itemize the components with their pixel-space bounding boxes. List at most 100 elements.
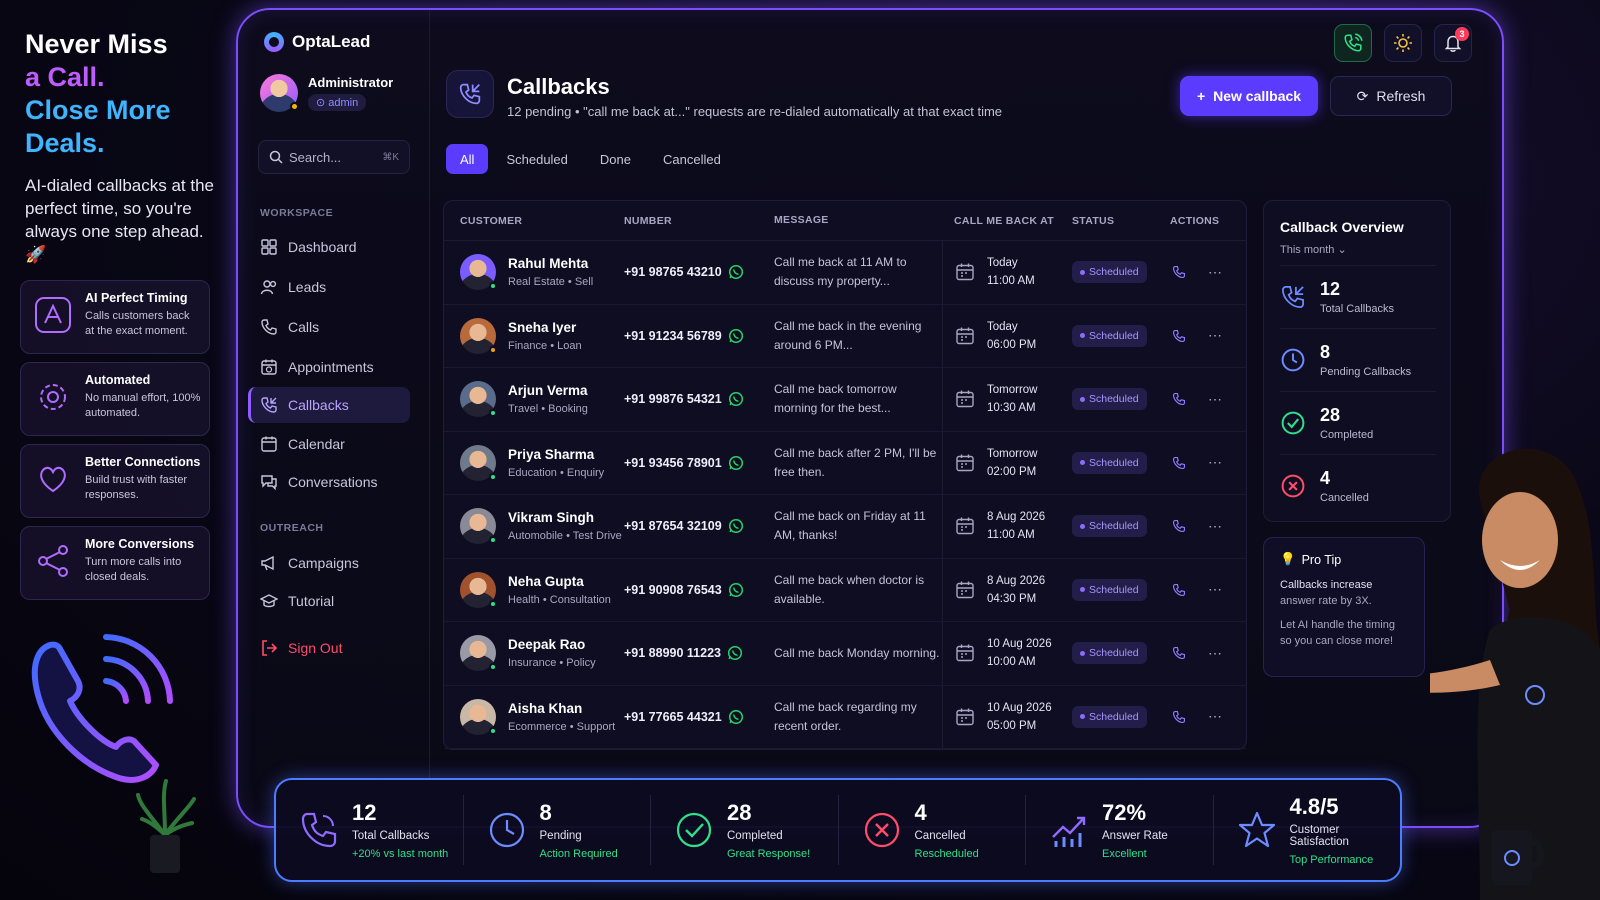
more-options-icon[interactable]: ⋯ xyxy=(1208,454,1222,471)
sidebar-item-calendar[interactable]: Calendar xyxy=(248,426,410,462)
sun-icon xyxy=(1394,34,1412,52)
phone-number[interactable]: +91 90908 76543 xyxy=(624,582,722,597)
column-header-status[interactable]: STATUS xyxy=(1072,214,1115,227)
table-row[interactable]: Neha Gupta Health • Consultation +91 909… xyxy=(444,558,1246,622)
refresh-button[interactable]: ⟳ Refresh xyxy=(1330,76,1452,116)
call-now-icon[interactable] xyxy=(1170,517,1188,535)
more-options-icon[interactable]: ⋯ xyxy=(1208,644,1222,661)
sidebar-item-callbacks[interactable]: Callbacks xyxy=(248,387,410,423)
sidebar-item-conversations[interactable]: Conversations xyxy=(248,464,410,500)
table-row[interactable]: Priya Sharma Education • Enquiry +91 934… xyxy=(444,431,1246,495)
more-options-icon[interactable]: ⋯ xyxy=(1208,581,1222,598)
sidebar-item-dashboard[interactable]: Dashboard xyxy=(248,229,410,265)
more-options-icon[interactable]: ⋯ xyxy=(1208,327,1222,344)
customer-cell: Deepak Rao Insurance • Policy xyxy=(444,635,624,672)
feature-desc: No manual effort, 100% automated. xyxy=(85,392,201,419)
table-row[interactable]: Deepak Rao Insurance • Policy +91 88990 … xyxy=(444,622,1246,686)
customer-name[interactable]: Priya Sharma xyxy=(508,446,595,462)
dialer-button[interactable] xyxy=(1334,24,1372,62)
tab-all[interactable]: All xyxy=(446,144,489,174)
column-header-customer[interactable]: CUSTOMER xyxy=(460,214,523,227)
customer-name[interactable]: Vikram Singh xyxy=(508,510,595,526)
callback-time-cell: Tomorrow 02:00 PM xyxy=(942,431,1072,494)
call-now-icon[interactable] xyxy=(1170,644,1188,662)
customer-name[interactable]: Aisha Khan xyxy=(508,700,583,716)
customer-name[interactable]: Arjun Verma xyxy=(508,383,588,399)
whatsapp-icon[interactable] xyxy=(728,264,744,280)
more-options-icon[interactable]: ⋯ xyxy=(1208,390,1222,407)
customer-name[interactable]: Deepak Rao xyxy=(508,637,586,653)
app-logo[interactable]: OptaLead xyxy=(264,32,370,52)
new-callback-button[interactable]: + New callback xyxy=(1180,76,1318,116)
customer-name[interactable]: Sneha Iyer xyxy=(508,319,577,335)
message-cell: Call me back tomorrow morning for the be… xyxy=(774,382,897,416)
phone-number[interactable]: +91 77665 44321 xyxy=(624,709,722,724)
phone-number[interactable]: +91 99876 54321 xyxy=(624,392,722,407)
whatsapp-icon[interactable] xyxy=(727,645,743,661)
sidebar-item-appointments[interactable]: Appointments xyxy=(248,349,410,385)
more-options-icon[interactable]: ⋯ xyxy=(1208,708,1222,725)
tab-done[interactable]: Done xyxy=(599,151,631,167)
customer-name[interactable]: Neha Gupta xyxy=(508,573,584,589)
sidebar-item-signout[interactable]: Sign Out xyxy=(248,630,410,666)
call-now-icon[interactable] xyxy=(1170,263,1188,281)
phone-number[interactable]: +91 93456 78901 xyxy=(624,455,722,470)
actions-cell: ⋯ xyxy=(1162,390,1242,408)
phone-wave-icon xyxy=(1344,33,1363,52)
callback-day: Tomorrow xyxy=(987,447,1038,460)
stat-value: 8 xyxy=(1320,341,1331,362)
call-now-icon[interactable] xyxy=(1170,390,1188,408)
online-status-icon xyxy=(489,282,497,291)
promo-subtext: AI-dialed callbacks at the perfect time,… xyxy=(25,176,214,264)
sidebar-item-leads[interactable]: Leads xyxy=(248,269,410,305)
notifications-button[interactable]: 3 xyxy=(1434,24,1472,62)
stat-label: Pending Callbacks xyxy=(1320,365,1412,378)
theme-toggle-button[interactable] xyxy=(1384,24,1422,62)
phone-number[interactable]: +91 87654 32109 xyxy=(624,519,722,534)
more-options-icon[interactable]: ⋯ xyxy=(1208,517,1222,534)
sidebar-item-calls[interactable]: Calls xyxy=(248,309,410,345)
phone-number[interactable]: +91 91234 56789 xyxy=(624,328,722,343)
search-input[interactable]: Search... ⌘K xyxy=(258,140,410,174)
whatsapp-icon[interactable] xyxy=(728,328,744,344)
callback-time-cell: Today 11:00 AM xyxy=(942,241,1072,304)
stat-note: Rescheduled xyxy=(914,848,979,860)
whatsapp-icon[interactable] xyxy=(728,455,744,471)
table-row[interactable]: Vikram Singh Automobile • Test Drive +91… xyxy=(444,495,1246,559)
call-now-icon[interactable] xyxy=(1170,327,1188,345)
call-now-icon[interactable] xyxy=(1170,581,1188,599)
whatsapp-icon[interactable] xyxy=(728,709,744,725)
overview-stat-cancelled: 4 Cancelled xyxy=(1280,454,1436,516)
overview-period-dropdown[interactable]: This month ⌄ xyxy=(1280,244,1347,256)
sidebar-item-campaigns[interactable]: Campaigns xyxy=(248,545,410,581)
sidebar-item-tutorial[interactable]: Tutorial xyxy=(248,583,410,619)
call-now-icon[interactable] xyxy=(1170,454,1188,472)
column-header-message[interactable]: MESSAGE xyxy=(774,214,829,226)
customer-name[interactable]: Rahul Mehta xyxy=(508,256,589,272)
phone-number[interactable]: +91 98765 43210 xyxy=(624,265,722,280)
whatsapp-icon[interactable] xyxy=(728,518,744,534)
callback-day: 8 Aug 2026 xyxy=(987,511,1046,524)
user-profile[interactable]: Administrator ⊙ admin xyxy=(260,74,393,112)
handshake-heart-icon xyxy=(40,466,66,493)
table-row[interactable]: Sneha Iyer Finance • Loan +91 91234 5678… xyxy=(444,304,1246,368)
message-cell: Call me back on Friday at 11 AM, thanks! xyxy=(774,509,926,543)
pro-tip-card: 💡 Pro Tip Callbacks increase answer rate b… xyxy=(1263,537,1425,677)
avatar xyxy=(460,508,497,545)
whatsapp-icon[interactable] xyxy=(728,582,744,598)
whatsapp-icon[interactable] xyxy=(728,391,744,407)
sidebar-item-label: Appointments xyxy=(288,359,374,375)
table-row[interactable]: Aisha Khan Ecommerce • Support +91 77665… xyxy=(444,685,1246,749)
message-cell: Call me back regarding my recent order. xyxy=(774,699,917,733)
stat-label: Completed xyxy=(727,830,783,842)
column-header-time[interactable]: CALL ME BACK AT xyxy=(954,214,1054,227)
tab-scheduled[interactable]: Scheduled xyxy=(506,151,568,167)
tab-cancelled[interactable]: Cancelled xyxy=(662,151,721,167)
more-options-icon[interactable]: ⋯ xyxy=(1208,263,1222,280)
calendar-icon xyxy=(956,644,974,662)
table-row[interactable]: Arjun Verma Travel • Booking +91 99876 5… xyxy=(444,368,1246,432)
call-now-icon[interactable] xyxy=(1170,708,1188,726)
column-header-number[interactable]: NUMBER xyxy=(624,214,672,227)
phone-number[interactable]: +91 88990 11223 xyxy=(624,646,721,661)
table-row[interactable]: Rahul Mehta Real Estate • Sell +91 98765… xyxy=(444,241,1246,305)
